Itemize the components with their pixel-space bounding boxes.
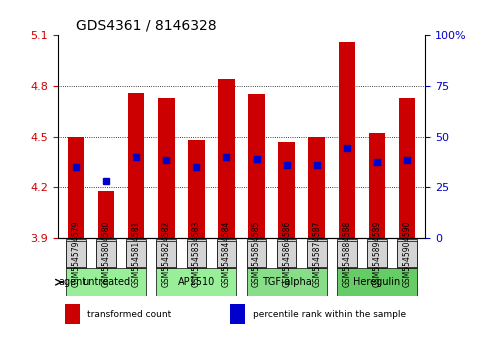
Text: untreated: untreated [82,277,130,287]
Bar [128,93,144,238]
FancyBboxPatch shape [397,241,417,267]
Bar [309,137,325,238]
Bar [278,142,295,238]
Bar [369,133,385,238]
FancyBboxPatch shape [277,239,297,268]
Text: Heregulin: Heregulin [353,277,400,287]
FancyBboxPatch shape [66,268,146,296]
FancyBboxPatch shape [337,241,356,267]
FancyBboxPatch shape [156,239,176,268]
Text: GSM554589: GSM554589 [372,221,382,267]
FancyBboxPatch shape [156,268,236,296]
FancyBboxPatch shape [66,241,86,267]
Bar [65,304,80,324]
Bar [230,304,245,324]
Text: GSM554586: GSM554586 [282,221,291,267]
Text: GSM554590: GSM554590 [402,220,412,267]
Text: GSM554583: GSM554583 [192,221,201,267]
FancyBboxPatch shape [96,239,116,268]
Bar [218,79,235,238]
FancyBboxPatch shape [367,239,387,268]
Text: transformed count: transformed count [87,309,171,319]
Text: GSM554586: GSM554586 [282,241,291,287]
Bar [398,98,415,238]
FancyBboxPatch shape [397,239,417,268]
FancyBboxPatch shape [127,239,146,268]
FancyBboxPatch shape [337,239,356,268]
Bar [98,191,114,238]
FancyBboxPatch shape [307,239,327,268]
Text: AP1510: AP1510 [178,277,215,287]
FancyBboxPatch shape [217,239,236,268]
Text: TGF-alpha: TGF-alpha [262,277,312,287]
Text: GSM554588: GSM554588 [342,221,351,267]
FancyBboxPatch shape [247,268,327,296]
Text: GSM554579: GSM554579 [71,220,81,267]
FancyBboxPatch shape [367,241,387,267]
FancyBboxPatch shape [96,241,116,267]
FancyBboxPatch shape [307,241,327,267]
Bar [188,140,205,238]
FancyBboxPatch shape [247,239,266,268]
Text: percentile rank within the sample: percentile rank within the sample [253,309,406,319]
FancyBboxPatch shape [277,241,297,267]
FancyBboxPatch shape [127,241,146,267]
Text: GSM554587: GSM554587 [312,221,321,267]
FancyBboxPatch shape [66,239,86,268]
Text: GSM554583: GSM554583 [192,241,201,287]
FancyBboxPatch shape [186,241,206,267]
Text: GSM554581: GSM554581 [132,241,141,287]
Text: GSM554581: GSM554581 [132,221,141,267]
Text: agent: agent [58,277,87,287]
Text: GSM554587: GSM554587 [312,241,321,287]
Bar [248,95,265,238]
Text: GSM554590: GSM554590 [402,241,412,287]
Text: GSM554582: GSM554582 [162,221,171,267]
Text: GSM554585: GSM554585 [252,221,261,267]
Bar [68,137,85,238]
Text: GSM554584: GSM554584 [222,241,231,287]
Text: GSM554579: GSM554579 [71,241,81,287]
Text: GSM554588: GSM554588 [342,241,351,287]
FancyBboxPatch shape [217,241,236,267]
Bar [158,98,174,238]
Text: GSM554580: GSM554580 [101,241,111,287]
FancyBboxPatch shape [337,268,417,296]
Text: GDS4361 / 8146328: GDS4361 / 8146328 [76,19,217,33]
FancyBboxPatch shape [156,241,176,267]
Text: GSM554589: GSM554589 [372,241,382,287]
Text: GSM554585: GSM554585 [252,241,261,287]
FancyBboxPatch shape [247,241,266,267]
Bar [339,42,355,238]
Text: GSM554580: GSM554580 [101,221,111,267]
Text: GSM554584: GSM554584 [222,221,231,267]
FancyBboxPatch shape [186,239,206,268]
Text: GSM554582: GSM554582 [162,241,171,287]
